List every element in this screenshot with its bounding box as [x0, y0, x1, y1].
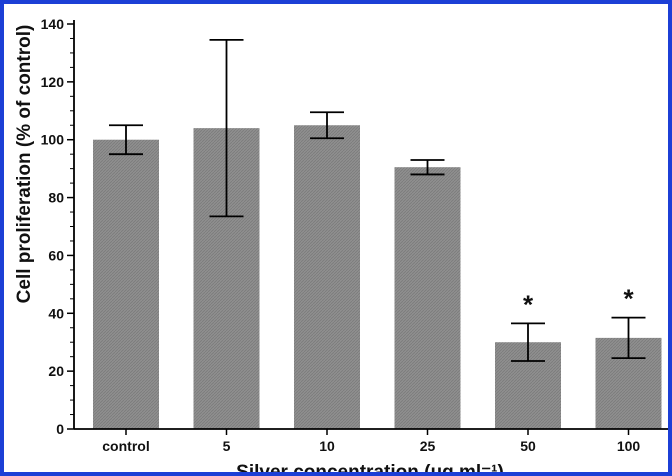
y-tick-label-120: 120: [41, 74, 65, 90]
bars-group: [93, 125, 662, 430]
significance-marks-group: * *: [523, 284, 635, 320]
x-tick-label-25: 25: [420, 438, 436, 454]
x-tick-label-control: control: [102, 438, 149, 454]
y-tick-label-140: 140: [41, 16, 65, 32]
significance-mark-50: *: [523, 289, 534, 319]
y-tick-label-20: 20: [48, 363, 64, 379]
y-tick-label-0: 0: [56, 421, 64, 437]
x-tick-label-100: 100: [617, 438, 641, 454]
x-tick-label-10: 10: [319, 438, 335, 454]
bar-25: [394, 167, 461, 430]
bar-10: [294, 125, 360, 429]
x-axis-title: Silver concentration (μg ml⁻¹): [236, 462, 504, 476]
x-tick-label-5: 5: [223, 438, 231, 454]
y-tick-label-60: 60: [48, 247, 64, 263]
x-tick-label-50: 50: [520, 438, 536, 454]
y-tick-label-80: 80: [48, 190, 64, 206]
y-tick-label-100: 100: [41, 132, 65, 148]
error-bars-group: [109, 39, 646, 362]
axes-group: control 5 10 25 50 100 0 20 40 60 80 100 120 140: [41, 16, 668, 454]
bar-control: [93, 139, 159, 429]
y-tick-label-40: 40: [48, 305, 64, 321]
y-axis-title: Cell proliferation (% of control): [14, 25, 35, 304]
significance-mark-100: *: [623, 284, 634, 314]
